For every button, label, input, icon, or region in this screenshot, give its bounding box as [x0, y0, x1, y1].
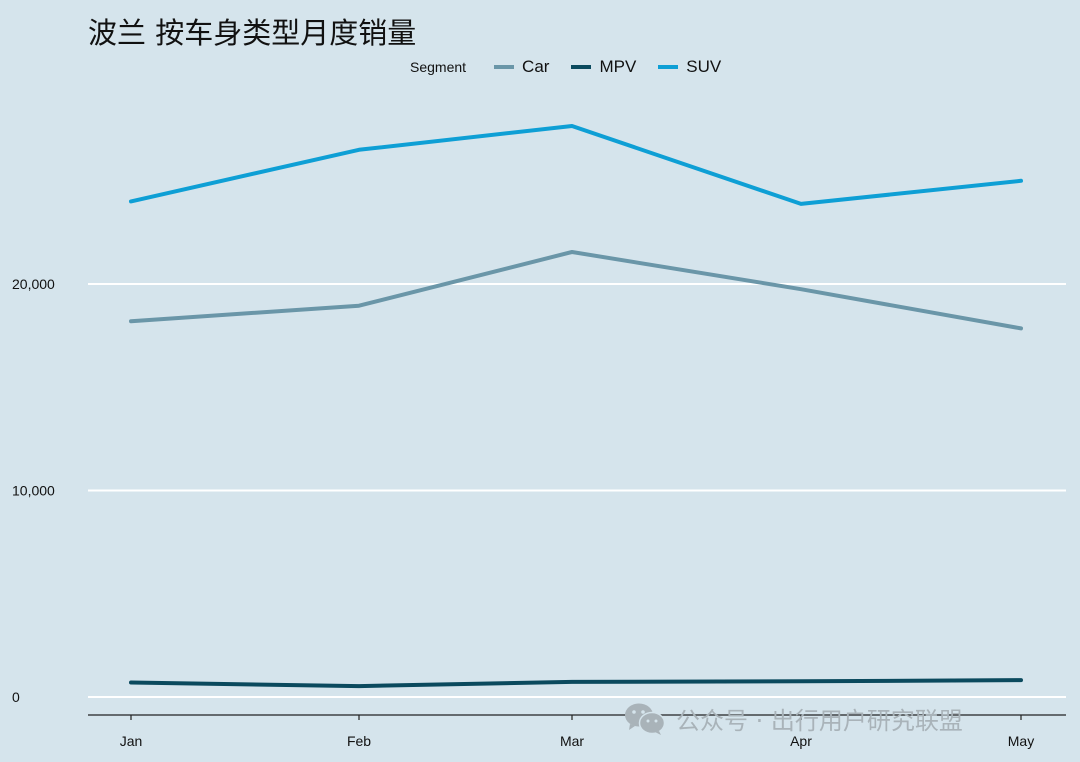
legend-label-suv: SUV — [686, 57, 722, 76]
x-tick-label-3: Apr — [790, 733, 812, 749]
series-line-car — [129, 250, 1023, 331]
legend-swatch-suv — [658, 65, 679, 69]
series-line-suv — [129, 124, 1023, 206]
x-tick-label-1: Feb — [347, 733, 371, 749]
legend-item-mpv: MPV — [571, 57, 636, 77]
legend-label-car: Car — [522, 57, 550, 76]
series-line-mpv — [129, 678, 1023, 689]
legend-swatch-mpv — [571, 65, 592, 69]
legend-title: Segment — [410, 59, 467, 75]
y-tick-label-0: 0 — [12, 689, 20, 705]
legend-swatch-car — [494, 65, 515, 69]
legend: Segment Car MPV SUV — [410, 55, 743, 79]
x-tick-label-2: Mar — [560, 733, 584, 749]
wechat-icon — [625, 703, 666, 735]
legend-item-car: Car — [494, 57, 549, 77]
legend-label-mpv: MPV — [599, 57, 637, 76]
x-tick-label-0: Jan — [120, 733, 143, 749]
legend-item-suv: SUV — [658, 57, 721, 77]
chart-title: 波兰 按车身类型月度销量 — [88, 16, 417, 50]
y-tick-label-2: 20,000 — [12, 276, 55, 292]
watermark: 公众号 · 出行用户研究联盟 — [624, 701, 963, 736]
x-tick-label-4: May — [1008, 733, 1034, 749]
y-tick-label-1: 10,000 — [12, 483, 55, 499]
watermark-text: 公众号 · 出行用户研究联盟 — [676, 707, 963, 735]
